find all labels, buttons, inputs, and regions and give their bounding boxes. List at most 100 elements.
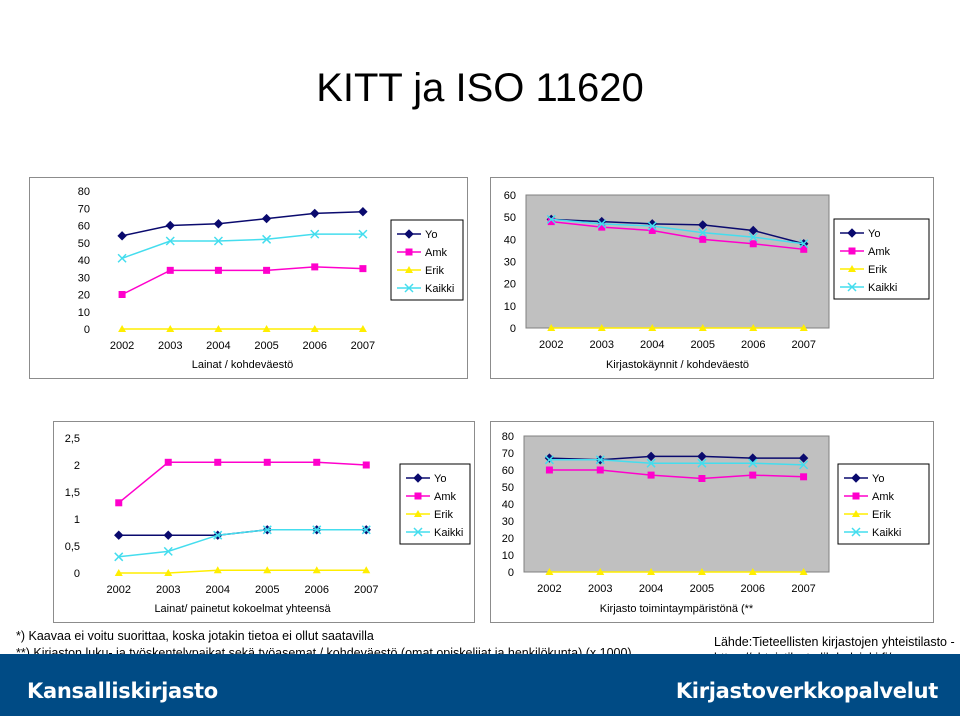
footer-bar: Kansalliskirjasto Kirjastoverkkopalvelut: [0, 654, 960, 716]
series-line-yo: [121, 210, 363, 237]
legend-label-kaikki: Kaikki: [434, 527, 463, 539]
data-point-amk: [263, 458, 271, 466]
plot-area: [525, 194, 830, 329]
x-axis-label: Lainat / kohdeväestö: [192, 359, 294, 371]
x-tick-label: 2006: [305, 584, 329, 596]
legend-marker-amk: [848, 247, 856, 255]
legend-marker-erik: [405, 266, 413, 273]
legend-marker-amk: [405, 248, 413, 256]
data-point-amk: [647, 471, 655, 479]
series-line-erik: [118, 569, 367, 574]
legend-marker-kaikki: [404, 283, 414, 293]
data-point-erik: [312, 566, 321, 574]
data-point-erik: [166, 325, 175, 332]
y-tick-label: 2: [74, 460, 80, 472]
legend-label-erik: Erik: [425, 265, 444, 277]
y-tick-label: 0: [508, 567, 514, 579]
series-erik: [547, 324, 808, 331]
series-erik: [545, 568, 808, 575]
series-line-amk: [121, 266, 363, 296]
data-point-erik: [697, 568, 706, 575]
series-kaikki: [114, 525, 371, 562]
data-point-kaikki: [799, 239, 809, 249]
data-point-yo: [748, 453, 758, 463]
series-amk: [547, 218, 808, 253]
y-tick-label: 80: [78, 186, 90, 198]
chart-lainat: 0 10 20 30 40 50 60 70 80 2002 2003 2004 2005 2006 200…: [78, 186, 464, 371]
data-point-kaikki: [597, 219, 607, 229]
series-line-kaikki: [551, 218, 804, 245]
x-tick-label: 2003: [588, 583, 612, 595]
legend: Yo Amk Erik Kaikki: [837, 463, 930, 545]
data-point-amk: [598, 223, 606, 231]
y-tick-label: 50: [502, 482, 514, 494]
series-yo: [117, 206, 368, 241]
legend-label-kaikki: Kaikki: [868, 282, 897, 294]
y-tick-label: 40: [504, 234, 516, 246]
x-tick-label: 2002: [539, 339, 563, 351]
data-point-kaikki: [748, 232, 758, 242]
legend-marker-kaikki: [851, 527, 861, 537]
legend-marker-kaikki: [413, 527, 423, 537]
data-point-kaikki: [213, 236, 223, 246]
y-tick-label: 60: [502, 465, 514, 477]
data-point-amk: [648, 226, 656, 234]
data-point-amk: [214, 266, 222, 274]
legend-label-yo: Yo: [425, 229, 437, 241]
data-point-erik: [262, 325, 271, 332]
y-tick-label: 0: [510, 323, 516, 335]
legend-label-erik: Erik: [872, 509, 891, 521]
data-point-amk: [547, 218, 555, 226]
data-point-erik: [596, 568, 605, 575]
data-point-kaikki: [748, 458, 758, 468]
legend-label-yo: Yo: [434, 473, 446, 485]
legend-label-amk: Amk: [425, 247, 448, 259]
data-point-kaikki: [698, 228, 708, 238]
plot-area: [98, 191, 387, 329]
x-axis-label: Kirjasto toimintaympäristönä (**: [600, 603, 754, 615]
data-point-yo: [213, 219, 224, 229]
y-tick-label: 70: [78, 203, 90, 215]
y-tick-label: 20: [78, 290, 90, 302]
x-tick-label: 2004: [639, 583, 663, 595]
chart-panel-lainat-kokoelmat: 0 0,5 1 1,5 2 2,5 2002 2003 2004 2005 2006 2007 Lain…: [53, 421, 475, 623]
y-tick-label: 0: [74, 568, 80, 580]
data-point-amk: [596, 466, 604, 474]
legend: Yo Amk Erik Kaikki: [833, 218, 930, 300]
y-tick-label: 2,5: [65, 433, 80, 445]
data-point-erik: [164, 569, 173, 576]
data-point-yo: [114, 530, 124, 540]
chart-panel-toimintaymparisto: 0 10 20 30 40 50 60 70 80 2002 2003 2004 2005 2006 200…: [490, 421, 934, 623]
data-point-yo: [165, 220, 175, 231]
y-tick-label: 30: [78, 272, 90, 284]
data-point-erik: [545, 568, 554, 575]
x-tick-label: 2007: [792, 339, 816, 351]
data-point-yo: [163, 530, 173, 540]
legend: Yo Amk Erik Kaikki: [399, 463, 471, 545]
y-tick-label: 70: [502, 448, 514, 460]
series-line-kaikki: [121, 233, 363, 259]
y-tick-label: 0,5: [65, 541, 80, 553]
x-tick-label: 2002: [537, 583, 561, 595]
data-point-erik: [362, 566, 371, 574]
data-point-kaikki: [595, 455, 605, 465]
data-point-erik: [748, 568, 757, 575]
note-line-1: *) Kaavaa ei voitu suorittaa, koska jota…: [16, 629, 374, 643]
y-tick-label: 30: [502, 516, 514, 528]
data-point-amk: [800, 473, 808, 481]
data-point-erik: [698, 324, 707, 331]
data-point-kaikki: [165, 236, 175, 246]
legend-marker-erik: [852, 510, 860, 517]
plot-area: [94, 438, 391, 573]
legend: Yo Amk Erik Kaikki: [390, 219, 464, 301]
series-amk: [545, 466, 808, 482]
x-tick-label: 2007: [351, 340, 375, 352]
legend-marker-amk: [414, 492, 422, 500]
data-point-amk: [545, 466, 553, 474]
y-tick-label: 20: [504, 279, 516, 291]
chart-panel-lainat: 0 10 20 30 40 50 60 70 80 2002 2003 2004 2005 2006 200…: [29, 177, 468, 379]
data-point-amk: [749, 240, 757, 248]
data-point-yo: [117, 231, 127, 241]
data-point-erik: [647, 568, 656, 575]
data-point-kaikki: [358, 229, 368, 239]
